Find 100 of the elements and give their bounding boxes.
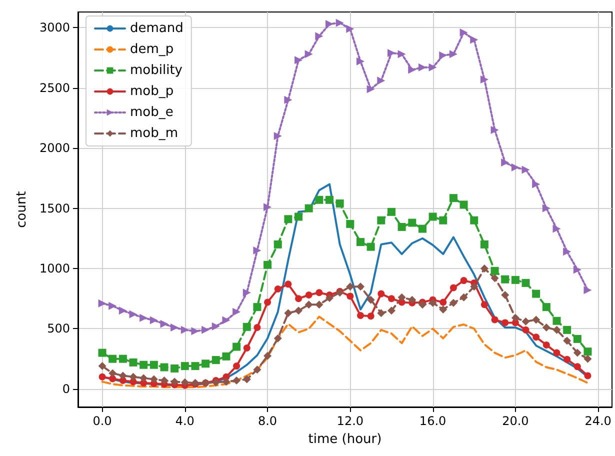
point (542, 324, 550, 332)
point (253, 303, 262, 312)
point (408, 218, 416, 227)
point (304, 300, 313, 309)
point (294, 306, 303, 315)
point (480, 240, 488, 248)
point (440, 298, 447, 306)
point (150, 316, 158, 324)
point (552, 224, 561, 233)
point (129, 372, 138, 381)
point (398, 50, 406, 58)
point (439, 51, 448, 60)
point (274, 132, 282, 140)
point (98, 362, 106, 370)
x-tick-label: 20.0 (502, 414, 529, 428)
point (377, 216, 386, 224)
point (388, 295, 395, 302)
point (490, 126, 499, 134)
point (418, 224, 426, 233)
point (511, 314, 520, 322)
point (315, 196, 324, 204)
point (242, 375, 251, 384)
point (274, 334, 282, 342)
legend-label: mob_m (130, 126, 178, 141)
y-tick-label: 0 (62, 382, 70, 396)
point (160, 363, 168, 372)
point (180, 326, 189, 334)
point (253, 366, 262, 374)
point (408, 296, 416, 304)
point (232, 376, 241, 385)
point (449, 298, 458, 307)
point (108, 369, 117, 378)
point (449, 194, 458, 202)
point (428, 212, 437, 221)
point (304, 204, 313, 212)
point (180, 362, 189, 370)
point (356, 238, 364, 246)
x-tick-label: 8.0 (258, 414, 278, 428)
point (108, 302, 117, 310)
point (304, 50, 313, 58)
point (118, 354, 127, 363)
point (532, 316, 540, 324)
point (428, 63, 437, 72)
point (202, 360, 210, 368)
x-tick-label: 16.0 (419, 414, 446, 428)
y-tick-label: 1000 (39, 262, 70, 276)
point (212, 322, 220, 330)
point (532, 334, 540, 341)
point (480, 264, 488, 273)
point (501, 291, 510, 300)
y-tick-label: 2500 (39, 80, 70, 95)
point (573, 334, 582, 343)
point (502, 319, 509, 326)
point (542, 303, 550, 312)
point (326, 196, 334, 204)
point (253, 246, 262, 254)
point (511, 163, 520, 172)
point (480, 301, 488, 308)
point (316, 289, 323, 296)
point (522, 326, 530, 334)
point (563, 326, 572, 334)
point (242, 288, 251, 297)
point (191, 362, 200, 370)
point (346, 282, 354, 291)
legend-label: mob_p (130, 84, 174, 99)
point (532, 290, 540, 298)
point (470, 216, 478, 224)
point (428, 298, 437, 307)
point (522, 278, 530, 287)
x-tick-label: 0.0 (92, 414, 112, 428)
point (129, 310, 138, 318)
point (170, 378, 179, 386)
point (470, 36, 478, 44)
x-tick-label: 24.0 (584, 414, 612, 428)
point (563, 248, 572, 256)
point (584, 348, 592, 356)
x-tick-label: 4.0 (175, 414, 194, 428)
point (150, 360, 158, 369)
point (232, 308, 241, 316)
point (450, 284, 457, 292)
point (480, 75, 488, 84)
point (584, 286, 592, 294)
point (387, 208, 396, 216)
point (418, 300, 426, 309)
point (542, 204, 550, 212)
point (274, 240, 282, 248)
point (553, 349, 560, 356)
point (356, 282, 364, 291)
point (564, 356, 571, 363)
point (212, 356, 220, 364)
point (460, 293, 468, 302)
point (491, 316, 498, 324)
point (222, 352, 230, 360)
point (118, 306, 127, 315)
point (470, 282, 478, 291)
point (584, 354, 592, 363)
point (522, 317, 530, 326)
point (118, 372, 127, 380)
point (160, 320, 168, 328)
point (584, 372, 592, 380)
